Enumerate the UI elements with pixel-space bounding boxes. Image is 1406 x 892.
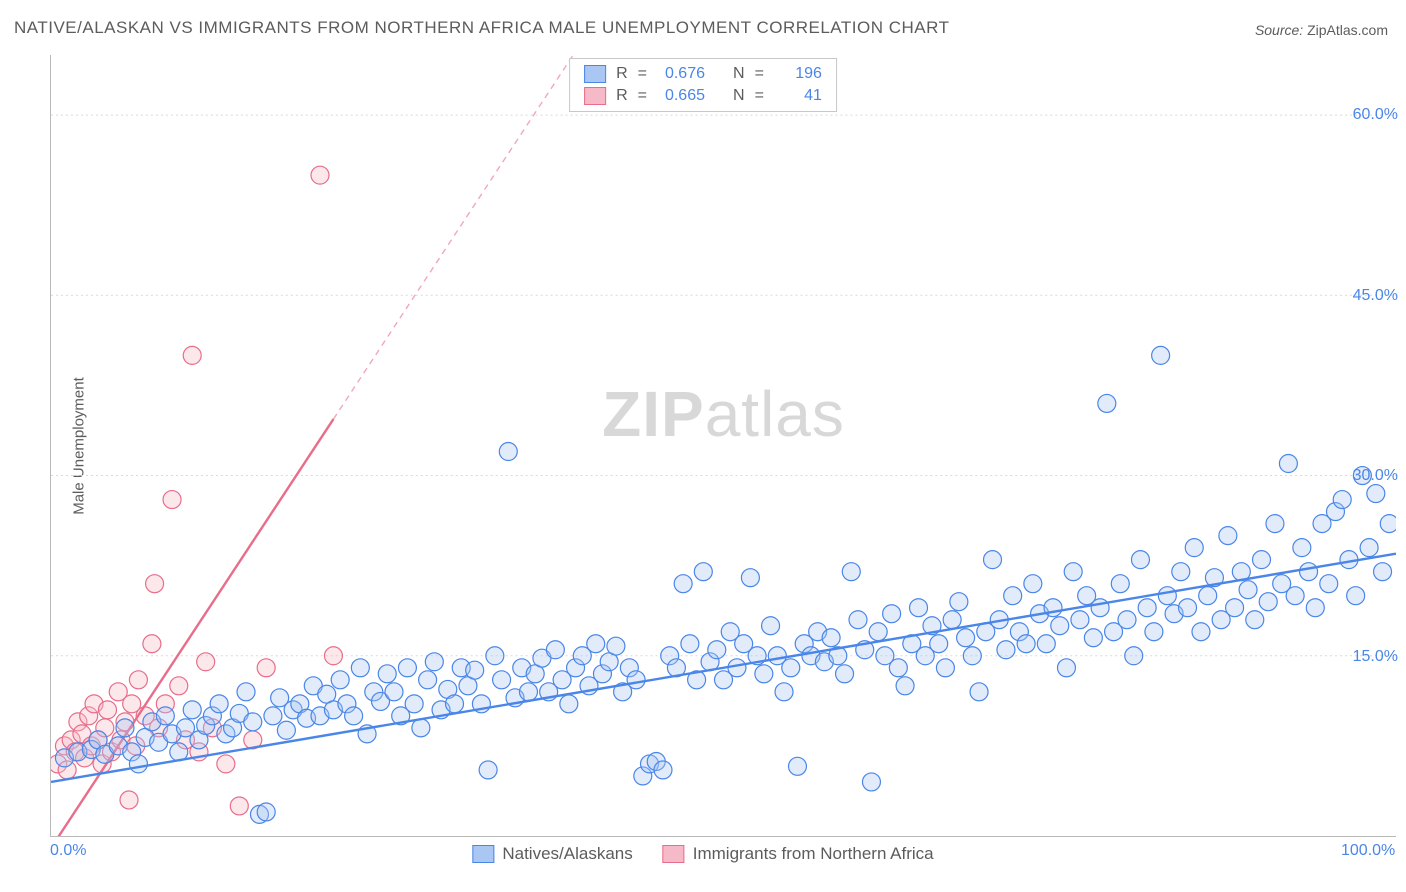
y-tick-label: 45.0% — [1353, 287, 1398, 305]
chart-title: NATIVE/ALASKAN VS IMMIGRANTS FROM NORTHE… — [14, 18, 949, 38]
eq-sign: = — [755, 87, 764, 105]
legend-label-natives: Natives/Alaskans — [502, 844, 632, 864]
eq-sign: = — [638, 87, 647, 105]
swatch-immigrants — [584, 87, 606, 105]
r-value-natives: 0.676 — [657, 65, 705, 83]
legend-row-natives: R = 0.676 N = 196 — [570, 63, 836, 85]
swatch-immigrants — [663, 845, 685, 863]
source-name: ZipAtlas.com — [1307, 22, 1388, 38]
r-label: R — [616, 87, 628, 105]
source-attribution: Source: ZipAtlas.com — [1255, 22, 1388, 38]
r-value-immigrants: 0.665 — [657, 87, 705, 105]
legend-label-immigrants: Immigrants from Northern Africa — [693, 844, 934, 864]
n-label: N — [733, 87, 745, 105]
y-tick-label: 30.0% — [1353, 467, 1398, 485]
plot-area: ZIPatlas — [50, 55, 1396, 837]
series-legend: Natives/Alaskans Immigrants from Norther… — [472, 844, 933, 864]
legend-row-immigrants: R = 0.665 N = 41 — [570, 85, 836, 107]
swatch-natives — [472, 845, 494, 863]
legend-item-natives: Natives/Alaskans — [472, 844, 632, 864]
n-value-natives: 196 — [774, 65, 822, 83]
y-tick-label: 60.0% — [1353, 106, 1398, 124]
n-label: N — [733, 65, 745, 83]
legend-item-immigrants: Immigrants from Northern Africa — [663, 844, 934, 864]
eq-sign: = — [638, 65, 647, 83]
x-tick-label: 0.0% — [50, 842, 86, 860]
y-tick-label: 15.0% — [1353, 648, 1398, 666]
x-tick-label: 100.0% — [1341, 842, 1395, 860]
swatch-natives — [584, 65, 606, 83]
source-label: Source: — [1255, 22, 1303, 38]
n-value-immigrants: 41 — [774, 87, 822, 105]
r-label: R — [616, 65, 628, 83]
scatter-svg — [51, 55, 1396, 836]
correlation-legend: R = 0.676 N = 196 R = 0.665 N = 41 — [569, 58, 837, 112]
eq-sign: = — [755, 65, 764, 83]
